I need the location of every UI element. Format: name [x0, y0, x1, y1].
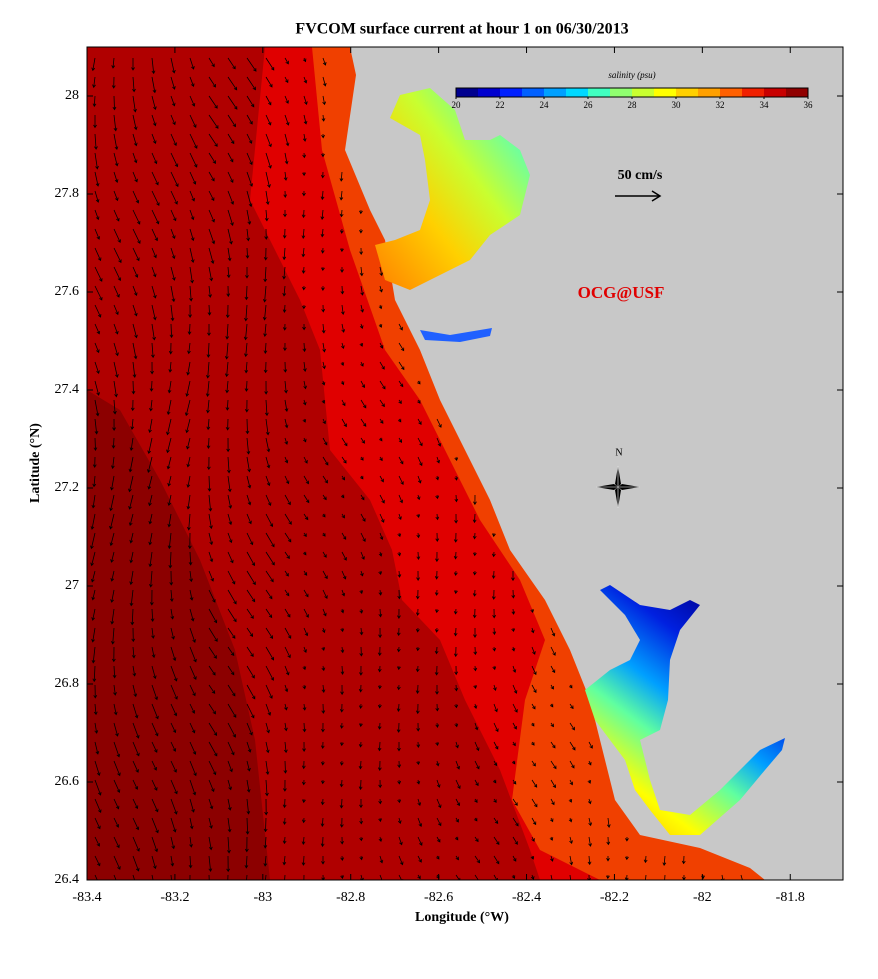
map-title: FVCOM surface current at hour 1 on 06/30…: [295, 21, 628, 38]
y-tick-label: 26.6: [55, 774, 80, 789]
north-label: N: [615, 447, 622, 458]
x-tick-label: -82.8: [336, 890, 365, 905]
y-tick-label: 27.2: [55, 480, 80, 495]
plot-frame: [86, 46, 844, 881]
vector-field: [90, 57, 743, 880]
x-tick-label: -83.4: [72, 890, 101, 905]
river: [420, 328, 492, 342]
colorbar-tick-label: 32: [716, 100, 725, 110]
colorbar-segment: [566, 88, 589, 97]
colorbar-segment: [632, 88, 655, 97]
x-tick-label: -82.2: [600, 890, 629, 905]
y-tick-label: 27.4: [55, 382, 80, 397]
colorbar-segment: [588, 88, 611, 97]
colorbar: 20 22 24 26 28 30 32 34 36: [452, 87, 814, 110]
colorbar-segment: [610, 88, 633, 97]
colorbar-tick-label: 28: [628, 100, 638, 110]
y-tick-label: 27.8: [55, 186, 80, 201]
credit: OCG@USF: [578, 283, 665, 302]
colorbar-segment: [676, 88, 699, 97]
colorbar-segment: [500, 88, 523, 97]
colorbar-segment: [764, 88, 787, 97]
x-tick-label: -83: [253, 890, 272, 905]
scale-arrow: [615, 190, 662, 202]
colorbar-tick-label: 30: [672, 100, 682, 110]
colorbar-segment: [456, 88, 479, 97]
y-tick-label: 27: [65, 578, 79, 593]
tampa-bay: [375, 88, 530, 290]
y-tick-label: 26.8: [55, 676, 80, 691]
y-tick-label: 27.6: [55, 284, 80, 299]
sea-deepest: [87, 390, 270, 880]
current-vectors: [90, 57, 743, 880]
compass-rose: [596, 466, 640, 508]
colorbar-tick-label: 22: [496, 100, 505, 110]
colorbar-segment: [786, 88, 809, 97]
colorbar-tick-label: 36: [804, 100, 814, 110]
y-tick-label: 26.4: [55, 872, 80, 887]
colorbar-tick-label: 26: [584, 100, 594, 110]
colorbar-segment: [478, 88, 501, 97]
colorbar-segment: [698, 88, 721, 97]
colorbar-segment: [720, 88, 743, 97]
colorbar-segment: [654, 88, 677, 97]
scale-label: 50 cm/s: [618, 168, 663, 183]
x-tick-label: -83.2: [160, 890, 189, 905]
colorbar-tick-label: 24: [540, 100, 550, 110]
x-tick-label: -82.4: [512, 890, 541, 905]
colorbar-tick-label: 20: [452, 100, 462, 110]
y-axis-label: Latitude (°N): [28, 423, 43, 503]
colorbar-title: salinity (psu): [608, 70, 655, 80]
colorbar-segment: [544, 88, 567, 97]
colorbar-segment: [522, 88, 545, 97]
y-tick-label: 28: [65, 88, 79, 103]
x-tick-label: -82.6: [424, 890, 453, 905]
map-area: [87, 47, 843, 880]
colorbar-segment: [742, 88, 765, 97]
colorbar-tick-label: 34: [760, 100, 770, 110]
charlotte-harbor: [585, 585, 785, 835]
x-tick-label: -82: [693, 890, 712, 905]
x-axis-label: Longitude (°W): [415, 910, 509, 925]
x-tick-label: -81.8: [776, 890, 805, 905]
